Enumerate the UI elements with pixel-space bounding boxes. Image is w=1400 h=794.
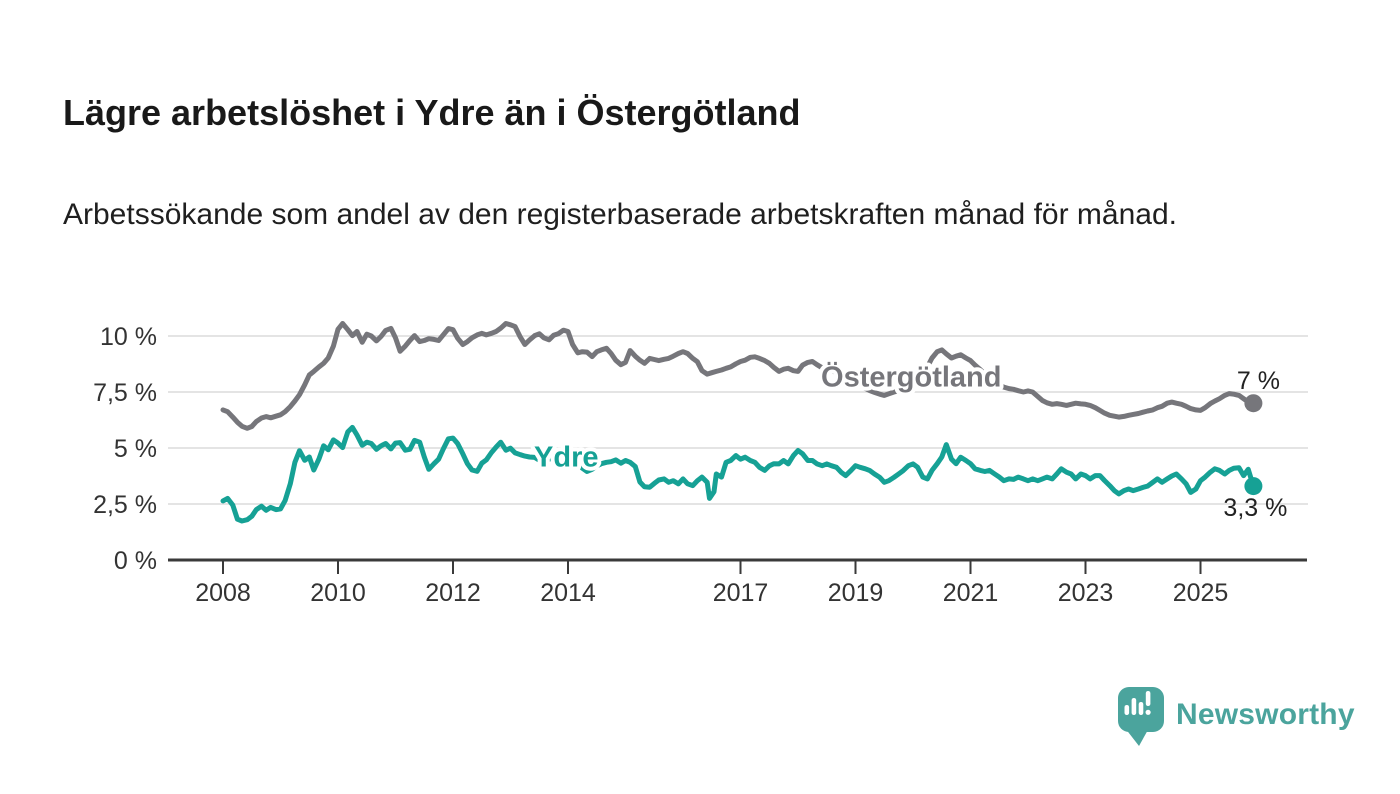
y-axis-tick-label: 0 %: [114, 547, 157, 575]
logo-exclamation-bar: [1145, 691, 1151, 706]
logo-bar-2: [1131, 698, 1137, 715]
series-end-dot-ostergotland: [1244, 394, 1263, 413]
y-axis-tick-label: 7,5 %: [93, 379, 157, 407]
x-axis-tick-label: 2008: [195, 579, 251, 607]
newsworthy-branding: Newsworthy: [1113, 683, 1355, 747]
x-axis-tick-label: 2012: [425, 579, 481, 607]
series-label-ydre: Ydre: [534, 442, 598, 474]
speech-bubble-bar-chart-icon: [1118, 687, 1164, 746]
logo-bar-3: [1138, 702, 1144, 715]
series-line-ostergotland: [220, 321, 1256, 431]
series-line-ydre: [220, 424, 1256, 524]
series-end-dot-ydre: [1244, 477, 1263, 496]
y-axis-tick-label: 2,5 %: [93, 491, 157, 519]
brand-name: Newsworthy: [1176, 698, 1355, 731]
newsworthy-logo-icon: [1118, 687, 1164, 746]
series-end-value-ostergotland: 7 %: [1237, 367, 1280, 395]
x-axis-tick-label: 2021: [943, 579, 999, 607]
x-axis-tick-label: 2019: [828, 579, 884, 607]
series-label-ostergotland: Östergötland: [821, 360, 1001, 393]
logo-bar-1: [1124, 705, 1130, 715]
x-axis-tick-label: 2010: [310, 579, 366, 607]
x-axis-tick-label: 2023: [1058, 579, 1114, 607]
x-axis-tick-label: 2014: [540, 579, 596, 607]
x-axis-tick-label: 2025: [1173, 579, 1229, 607]
logo-exclamation-dot: [1145, 709, 1151, 715]
y-axis-tick-label: 5 %: [114, 435, 157, 463]
chart-subtitle: Arbetssökande som andel av den registerb…: [63, 198, 1177, 231]
logo-bubble-tail: [1125, 728, 1149, 746]
y-axis-tick-label: 10 %: [100, 323, 157, 351]
series-end-value-ydre: 3,3 %: [1223, 494, 1287, 522]
chart-title: Lägre arbetslöshet i Ydre än i Östergötl…: [63, 92, 801, 134]
x-axis-tick-label: 2017: [713, 579, 769, 607]
